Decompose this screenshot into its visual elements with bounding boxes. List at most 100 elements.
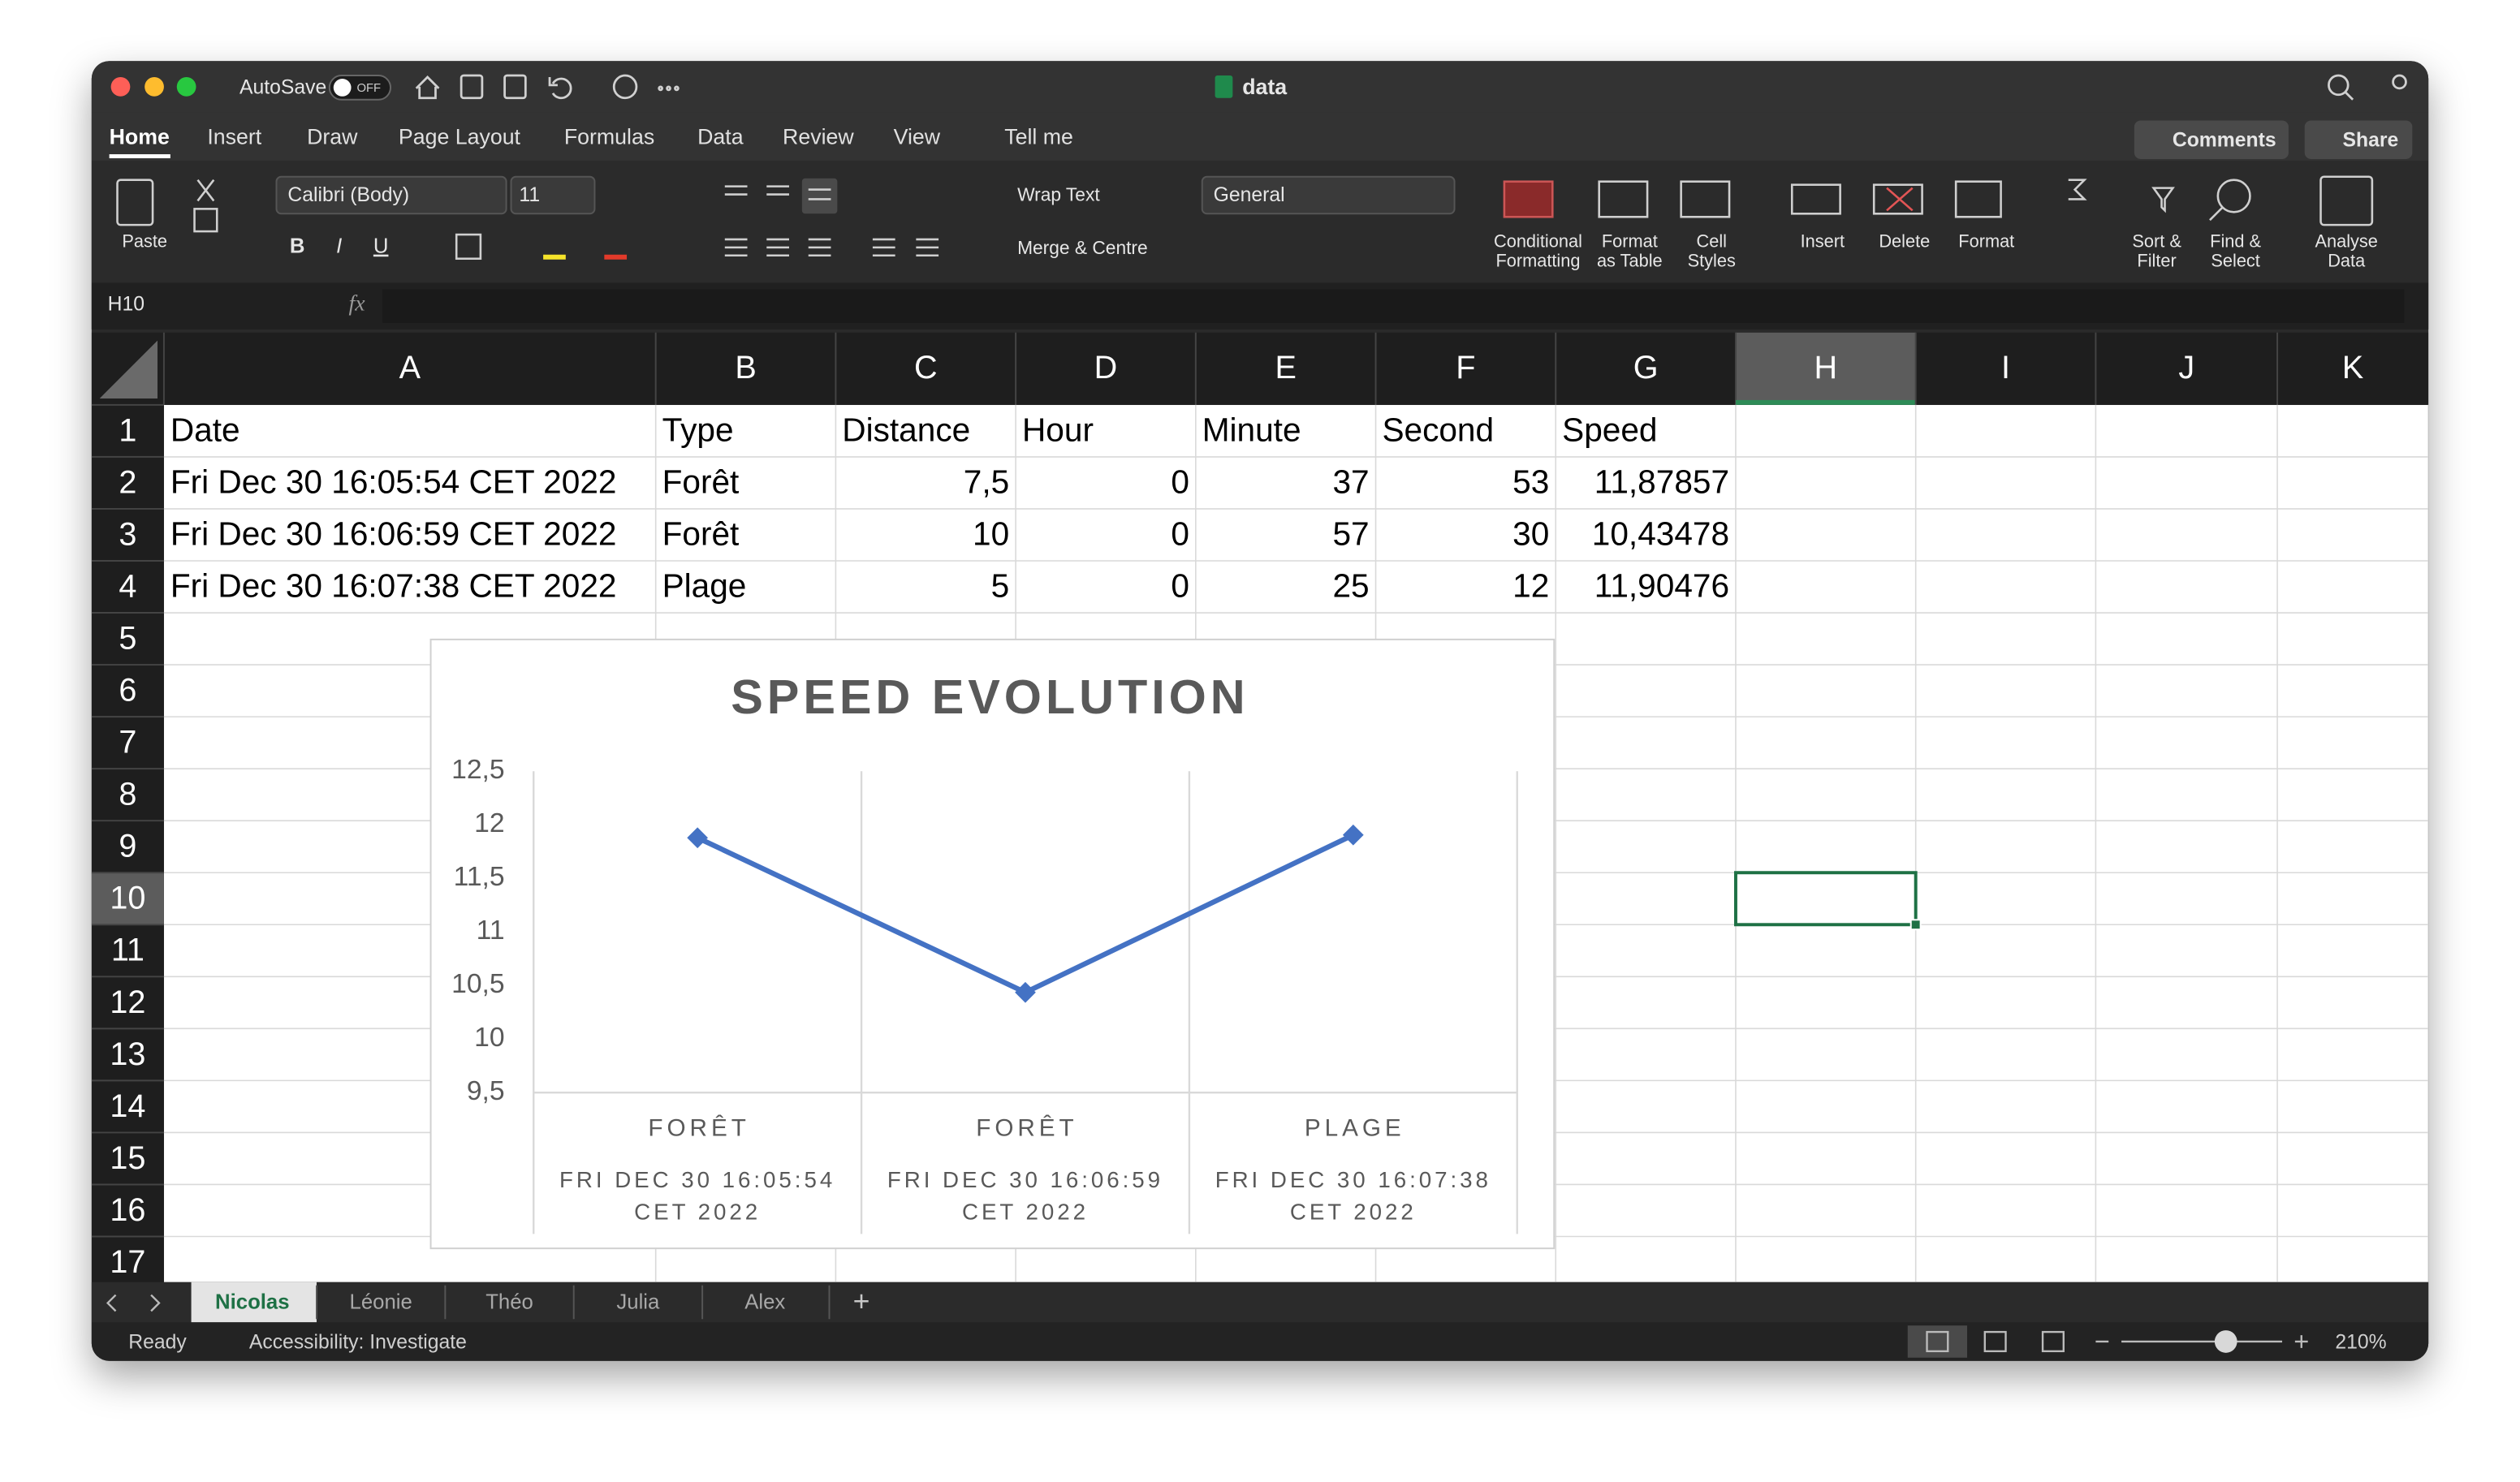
cell[interactable]: Forêt xyxy=(662,515,740,553)
sheet-tab[interactable]: Théo xyxy=(485,1290,533,1313)
cell[interactable]: 0 xyxy=(1171,567,1189,605)
active-sheet-tab[interactable] xyxy=(191,1282,317,1323)
row-header[interactable]: 11 xyxy=(111,933,145,968)
ribbon-tab[interactable]: Home xyxy=(110,124,170,149)
ribbon-button-label[interactable]: Insert xyxy=(1801,231,1845,252)
merge-centre[interactable]: Merge & Centre xyxy=(1017,237,1148,258)
row-header[interactable]: 15 xyxy=(110,1140,145,1176)
cell[interactable]: 10 xyxy=(973,515,1009,553)
ribbon-button-label[interactable]: as Table xyxy=(1597,250,1663,270)
cell[interactable]: 11,87857 xyxy=(1594,463,1729,501)
row-header[interactable]: 8 xyxy=(119,777,136,812)
ribbon-tab[interactable]: Review xyxy=(783,124,854,149)
ribbon-tab[interactable]: Tell me xyxy=(1004,124,1073,149)
format-button[interactable]: B xyxy=(290,235,305,258)
cell[interactable]: 7,5 xyxy=(964,463,1009,501)
font-size-box[interactable] xyxy=(510,175,596,215)
row-header[interactable]: 13 xyxy=(110,1036,145,1072)
ribbon-button-label[interactable]: Cell xyxy=(1697,231,1727,252)
ribbon-button-label[interactable]: Data xyxy=(2328,250,2366,270)
column-header[interactable]: I xyxy=(2001,350,2010,386)
ribbon-tab[interactable]: Data xyxy=(697,124,744,149)
status-accessibility[interactable]: Accessibility: Investigate xyxy=(249,1331,467,1353)
cell[interactable]: Date xyxy=(170,411,240,449)
cell[interactable]: 11,90476 xyxy=(1594,567,1729,605)
ribbon-button-label[interactable]: Format xyxy=(1602,231,1658,252)
column-header[interactable]: C xyxy=(914,350,938,386)
column-header[interactable]: D xyxy=(1094,350,1118,386)
column-header[interactable]: H xyxy=(1814,350,1838,386)
row-header[interactable]: 4 xyxy=(119,568,136,604)
cell[interactable]: 30 xyxy=(1512,515,1549,553)
ribbon-button-label[interactable]: Styles xyxy=(1688,250,1736,270)
column-header[interactable]: J xyxy=(2178,350,2194,386)
cell[interactable]: 57 xyxy=(1332,515,1369,553)
sheet-tab[interactable]: Julia xyxy=(616,1290,660,1313)
ribbon-button-label[interactable]: Select xyxy=(2211,250,2259,270)
cell[interactable]: Fri Dec 30 16:06:59 CET 2022 xyxy=(170,515,617,553)
font-name-box[interactable] xyxy=(275,175,507,215)
selected-cell[interactable] xyxy=(1733,871,1918,927)
format-button[interactable]: U xyxy=(373,235,389,258)
share-button[interactable] xyxy=(2304,120,2413,159)
format-button[interactable]: I xyxy=(336,235,342,258)
cell[interactable]: 12 xyxy=(1512,567,1549,605)
row-header[interactable]: 1 xyxy=(119,412,136,448)
ribbon-button-label[interactable]: Format xyxy=(1958,231,2014,252)
cell[interactable]: Speed xyxy=(1562,411,1657,449)
row-header[interactable]: 6 xyxy=(119,673,136,709)
cell[interactable]: Fri Dec 30 16:05:54 CET 2022 xyxy=(170,463,617,501)
column-header[interactable]: G xyxy=(1633,350,1659,386)
sheet-tab[interactable]: Léonie xyxy=(350,1290,412,1313)
close-button[interactable] xyxy=(110,77,131,97)
ribbon-button-label[interactable]: Find & xyxy=(2210,231,2261,252)
add-sheet[interactable]: + xyxy=(853,1285,870,1317)
cell[interactable]: Type xyxy=(662,411,734,449)
cell[interactable]: 25 xyxy=(1332,567,1369,605)
wrap-text[interactable]: Wrap Text xyxy=(1017,184,1100,205)
ribbon-button-label[interactable]: Paste xyxy=(122,231,167,252)
row-header[interactable]: 17 xyxy=(110,1244,145,1280)
row-header[interactable]: 9 xyxy=(119,829,136,864)
ribbon-tab[interactable]: Formulas xyxy=(564,124,654,149)
cell[interactable]: Minute xyxy=(1202,411,1301,449)
column-header[interactable]: F xyxy=(1456,350,1475,386)
row-header[interactable]: 7 xyxy=(119,725,136,760)
zoom-button[interactable] xyxy=(176,77,196,97)
ribbon-button-label[interactable]: Conditional xyxy=(1494,231,1582,252)
row-header[interactable]: 12 xyxy=(110,984,145,1020)
top-button-label[interactable]: Comments xyxy=(2173,130,2276,152)
sheet-tab[interactable]: Alex xyxy=(744,1290,785,1313)
cell[interactable]: 0 xyxy=(1171,515,1189,553)
row-header[interactable]: 5 xyxy=(119,620,136,656)
cell[interactable]: 53 xyxy=(1512,463,1549,501)
column-header[interactable]: K xyxy=(2342,350,2363,386)
ribbon-tab[interactable]: View xyxy=(894,124,941,149)
row-header[interactable]: 10 xyxy=(110,881,145,916)
cell[interactable]: Hour xyxy=(1022,411,1094,449)
cell[interactable]: 0 xyxy=(1171,463,1189,501)
comments-button[interactable] xyxy=(2134,120,2289,159)
cell[interactable]: Fri Dec 30 16:07:38 CET 2022 xyxy=(170,567,617,605)
row-header[interactable]: 3 xyxy=(119,516,136,552)
zoom-slider-knob[interactable] xyxy=(2214,1330,2237,1353)
cell[interactable]: Forêt xyxy=(662,463,740,501)
cell[interactable]: 37 xyxy=(1332,463,1369,501)
column-header[interactable]: A xyxy=(399,350,421,386)
ribbon-button-label[interactable]: Delete xyxy=(1879,231,1930,252)
minimize-button[interactable] xyxy=(145,77,164,97)
cell[interactable]: 10,43478 xyxy=(1592,515,1729,553)
row-header[interactable]: 16 xyxy=(110,1192,145,1228)
ribbon-button-label[interactable]: Filter xyxy=(2137,250,2176,270)
column-header[interactable]: E xyxy=(1275,350,1296,386)
sheet-tab[interactable]: Nicolas xyxy=(215,1290,289,1313)
row-header[interactable]: 2 xyxy=(119,464,136,500)
column-header[interactable]: B xyxy=(735,350,756,386)
ribbon-button-label[interactable]: Sort & xyxy=(2132,231,2181,252)
ribbon-tab[interactable]: Page Layout xyxy=(399,124,521,149)
status-zoom[interactable]: 210% xyxy=(2335,1331,2386,1353)
ribbon-tab[interactable]: Draw xyxy=(307,124,358,149)
ribbon-tab[interactable]: Insert xyxy=(207,124,261,149)
cell[interactable]: 5 xyxy=(991,567,1010,605)
cell[interactable]: Plage xyxy=(662,567,747,605)
